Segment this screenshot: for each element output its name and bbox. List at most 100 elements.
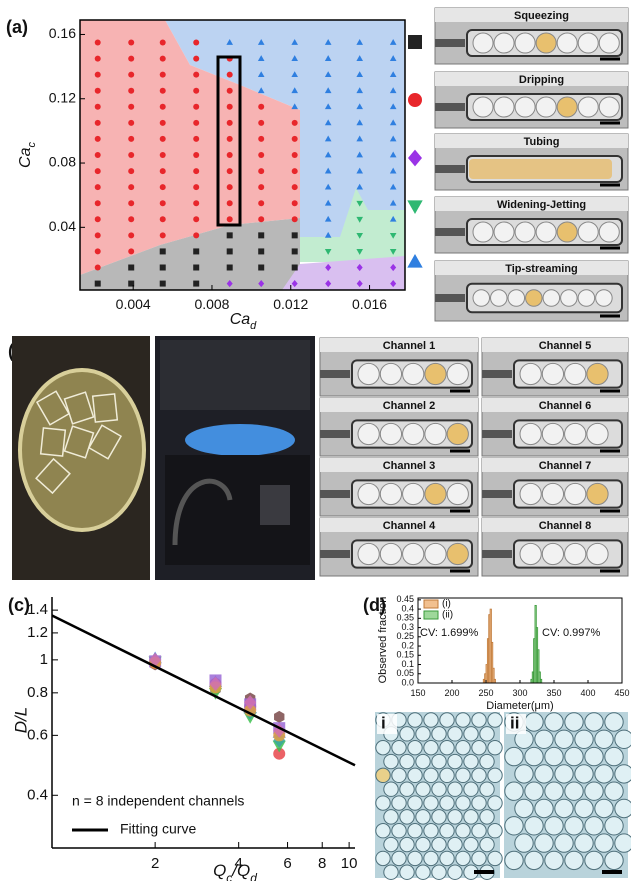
- droplet: [480, 837, 494, 851]
- marker: [128, 200, 134, 206]
- micrograph: Channel 4: [320, 518, 478, 576]
- droplet: [565, 713, 583, 731]
- droplet: [380, 363, 401, 384]
- marker: [258, 248, 264, 254]
- droplet: [605, 747, 623, 765]
- droplet: [505, 817, 523, 835]
- droplet: [545, 782, 563, 800]
- marker: [160, 200, 166, 206]
- droplet: [587, 363, 608, 384]
- droplet: [376, 824, 390, 838]
- marker: [95, 88, 101, 94]
- marker: [292, 136, 298, 142]
- marker: [95, 104, 101, 110]
- droplet: [515, 97, 535, 117]
- marker: [95, 136, 101, 142]
- droplet: [575, 799, 593, 817]
- droplet: [447, 363, 468, 384]
- marker: [95, 168, 101, 174]
- marker: [258, 200, 264, 206]
- droplet: [555, 730, 573, 748]
- droplet: [515, 222, 535, 242]
- droplet: [505, 851, 523, 869]
- droplet: [400, 810, 414, 824]
- image-label: Tip-streaming: [505, 263, 578, 275]
- legend-label: (i): [442, 599, 451, 610]
- droplet: [615, 730, 631, 748]
- y-tick-label: 0.3: [401, 622, 414, 632]
- droplet: [472, 851, 486, 865]
- marker: [258, 232, 264, 238]
- droplet: [416, 865, 430, 879]
- droplet: [408, 713, 422, 727]
- droplet: [595, 799, 613, 817]
- marker: [95, 216, 101, 222]
- image-label: Channel 8: [539, 520, 592, 532]
- droplet: [400, 782, 414, 796]
- blue-light: [185, 424, 295, 456]
- micrograph: ii: [504, 712, 631, 878]
- droplet: [585, 782, 603, 800]
- droplet: [408, 740, 422, 754]
- droplet: [520, 483, 541, 504]
- droplet: [416, 810, 430, 824]
- marker: [160, 232, 166, 238]
- droplet: [376, 796, 390, 810]
- droplet: [536, 97, 556, 117]
- droplet: [525, 817, 543, 835]
- droplet: [488, 713, 502, 727]
- marker: [227, 265, 233, 271]
- figure: (a) (b) (c) (d) Cac Cad D/L Qc/Qd n = 8 …: [0, 0, 631, 881]
- x-tick-label: 350: [546, 688, 561, 698]
- histogram-bar: [494, 679, 495, 683]
- droplet: [448, 810, 462, 824]
- x-label-part: d: [250, 871, 257, 881]
- image-label: Channel 2: [383, 400, 436, 412]
- droplet: [520, 543, 541, 564]
- marker: [292, 232, 298, 238]
- image-label: Widening-Jetting: [497, 199, 586, 211]
- marker: [292, 184, 298, 190]
- marker: [292, 120, 298, 126]
- droplet: [403, 543, 424, 564]
- image-label: Channel 3: [383, 460, 436, 472]
- droplet: [473, 97, 493, 117]
- droplet: [472, 796, 486, 810]
- droplet: [575, 730, 593, 748]
- droplet: [408, 768, 422, 782]
- marker: [95, 72, 101, 78]
- image-label: Channel 4: [383, 520, 436, 532]
- droplet: [565, 483, 586, 504]
- droplet: [488, 824, 502, 838]
- droplet: [480, 727, 494, 741]
- droplet: [424, 824, 438, 838]
- droplet: [416, 727, 430, 741]
- droplet: [480, 754, 494, 768]
- marker: [258, 120, 264, 126]
- micrograph: Tip-streaming: [435, 261, 628, 321]
- droplet: [447, 543, 468, 564]
- marker: [160, 120, 166, 126]
- marker: [160, 265, 166, 271]
- droplet: [488, 740, 502, 754]
- droplet: [545, 747, 563, 765]
- marker: [292, 168, 298, 174]
- marker: [227, 184, 233, 190]
- droplet: [456, 768, 470, 782]
- droplet: [416, 782, 430, 796]
- marker: [160, 88, 166, 94]
- droplet: [403, 483, 424, 504]
- droplet: [400, 865, 414, 879]
- droplet: [408, 851, 422, 865]
- hinge: [260, 485, 290, 525]
- marker: [292, 200, 298, 206]
- marker: [128, 168, 134, 174]
- marker: [95, 232, 101, 238]
- x-tick-label: 0.008: [194, 296, 229, 312]
- y-tick-label: 0.12: [49, 89, 76, 105]
- image-label: Dripping: [519, 74, 564, 86]
- droplet: [542, 543, 563, 564]
- marker: [227, 88, 233, 94]
- droplet: [565, 782, 583, 800]
- micrograph: Squeezing: [435, 8, 628, 64]
